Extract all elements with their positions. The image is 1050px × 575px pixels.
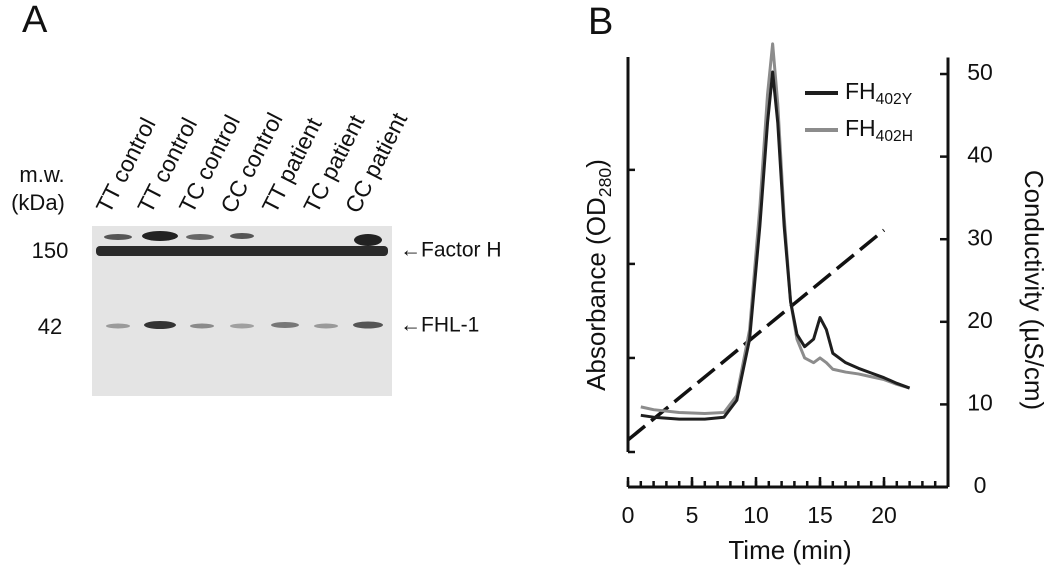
bands: [96, 231, 388, 329]
legend-label: FH402Y: [845, 78, 913, 108]
x-tick-label: 10: [743, 502, 769, 528]
y2-tick-label: 30: [967, 224, 993, 250]
absorbance-line: [640, 70, 911, 421]
panel-label: A: [22, 0, 48, 41]
y2-tick-label: 0: [974, 472, 987, 498]
panel-label: B: [588, 1, 613, 43]
y2-tick-label: 20: [967, 307, 993, 333]
mw-label: m.w.: [19, 162, 64, 187]
y2-tick-label: 10: [967, 389, 993, 415]
band-label: ←Factor H: [400, 239, 502, 262]
legend-label: FH402H: [845, 115, 913, 145]
conductivity-line: [626, 228, 886, 442]
y2-axis-label: Conductivity (µS/cm): [1019, 170, 1049, 410]
x-axis-label: Time (min): [728, 535, 851, 565]
mw-label: (kDa): [11, 190, 65, 215]
x-tick-label: 15: [807, 502, 833, 528]
panel-a: A m.w. (kDa) 150 42 ←Factor H ←FHL-1 TT …: [11, 0, 502, 396]
x-tick-label: 0: [622, 502, 635, 528]
y-axis-label: Absorbance (OD280): [581, 159, 615, 391]
y2-tick-label: 50: [967, 59, 993, 85]
x-tick-label: 5: [686, 502, 699, 528]
panel-b: B 0 5 10 15 20 0 10 20 30 40 50 Time (min) Absorbance…: [581, 1, 1049, 565]
band-label: ←FHL-1: [400, 314, 479, 337]
y2-tick-label: 40: [967, 142, 993, 168]
marker-label: 150: [32, 238, 69, 263]
x-tick-label: 20: [871, 502, 897, 528]
marker-label: 42: [38, 314, 62, 339]
